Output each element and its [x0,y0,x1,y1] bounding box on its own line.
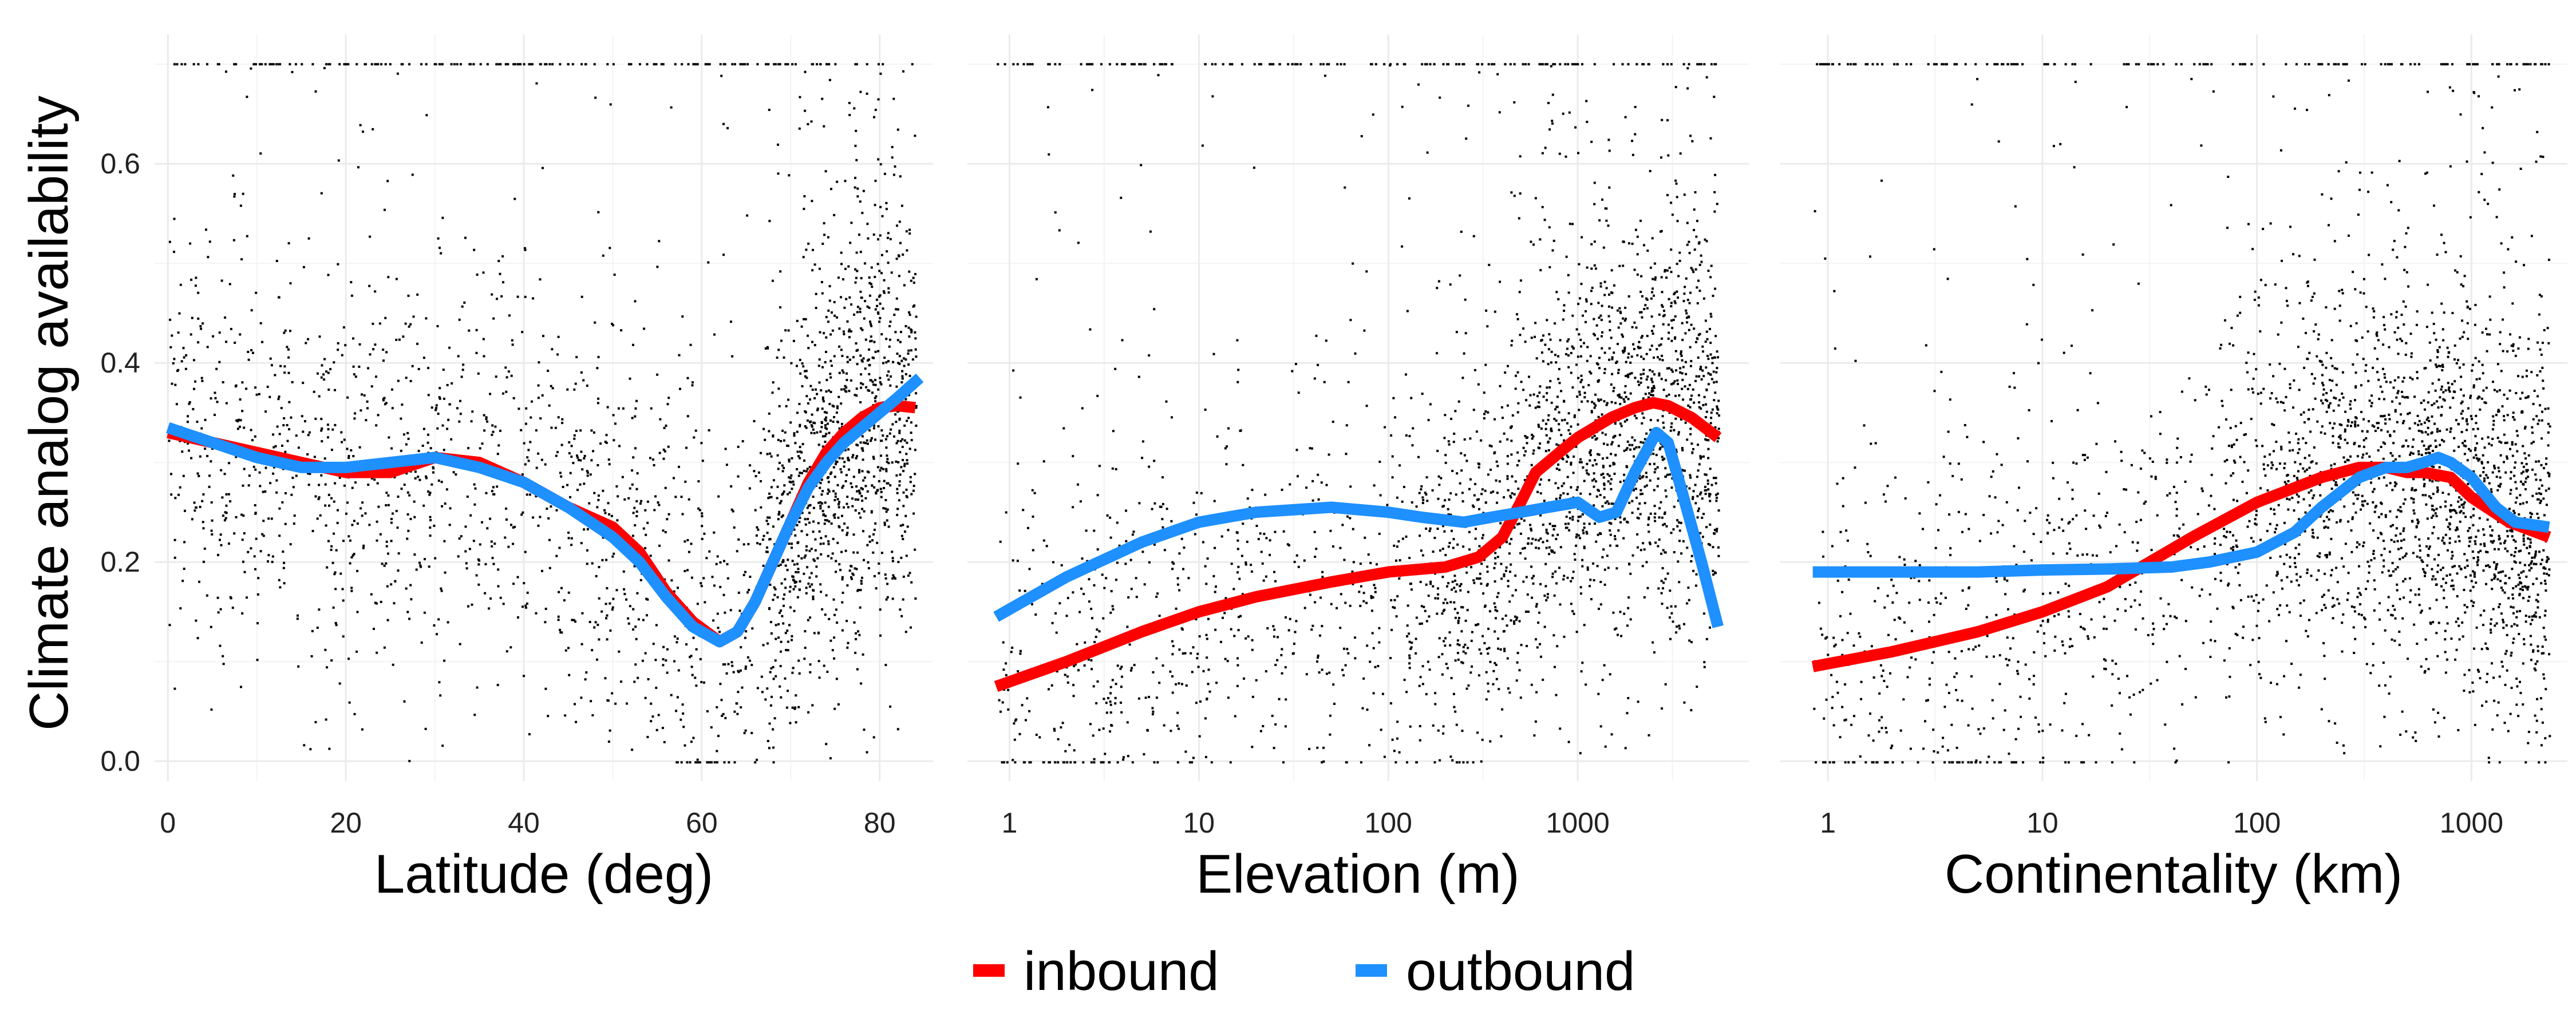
x-tick-label-latitude: 20 [330,807,362,839]
y-tick-label: 0.6 [100,148,140,180]
y-tick-label: 0.4 [100,347,140,379]
x-tick-label-latitude: 60 [686,807,718,839]
panel-latitude-lines [166,373,924,648]
x-tick-label-latitude: 0 [160,807,176,839]
point-ceiling-elevation [997,63,1717,66]
legend-label-inbound: inbound [1024,941,1219,1002]
panel-latitude: 0.0 0.2 0.4 0.6 0 20 40 60 80 Latitude (deg) [100,34,933,905]
y-tick-label: 0.2 [100,546,140,578]
x-tick-label-latitude: 80 [864,807,896,839]
x-tick-label-elevation: 100 [1365,807,1412,839]
x-tick-label-continentality: 1000 [2440,807,2503,839]
series-line-outbound-latitude [166,373,924,648]
x-axis-title-elevation: Elevation (m) [1196,843,1520,905]
x-axis-title-continentality: Continentality (km) [1945,843,2403,905]
x-tick-label-continentality: 1 [1820,807,1836,839]
series-line-outbound-elevation [993,427,1724,628]
x-tick-label-elevation: 1 [1002,807,1018,839]
panel-latitude-x-ticks: 0 20 40 60 80 [160,807,895,839]
panel-continentality-x-ticks: 1 10 100 1000 [1820,807,2503,839]
x-axis-title-latitude: Latitude (deg) [374,843,713,905]
panel-elevation-lines [993,397,1724,692]
panel-elevation-points [997,63,1720,764]
series-line-inbound-elevation [994,397,1722,692]
panel-continentality-lines [1811,451,2551,672]
panel-continentality-points [1813,63,2551,764]
point-ceiling-latitude [173,63,914,66]
legend-label-outbound: outbound [1406,941,1635,1002]
x-tick-label-elevation: 1000 [1546,807,1610,839]
panel-latitude-points [168,63,918,764]
point-ceiling-continentality [1816,63,2550,66]
series-line-inbound-continentality [1811,461,2551,672]
legend: inbound outbound [973,941,1635,1002]
point-cloud-elevation [998,64,1720,764]
y-axis-title: Climate analog availability [18,96,80,731]
x-tick-label-continentality: 10 [2026,807,2059,839]
y-tick-label: 0.0 [100,745,140,777]
panel-elevation-x-ticks: 1 10 100 1000 [1002,807,1610,839]
panel-latitude-y-ticks: 0.0 0.2 0.4 0.6 [100,148,140,777]
panel-continentality: 1 10 100 1000 Continentality (km) [1780,34,2567,905]
series-line-outbound-continentality [1812,451,2550,578]
panel-elevation: 1 10 100 1000 Elevation (m) [967,34,1749,905]
x-tick-label-elevation: 10 [1183,807,1215,839]
x-tick-label-continentality: 100 [2233,807,2281,839]
x-tick-label-latitude: 40 [508,807,540,839]
